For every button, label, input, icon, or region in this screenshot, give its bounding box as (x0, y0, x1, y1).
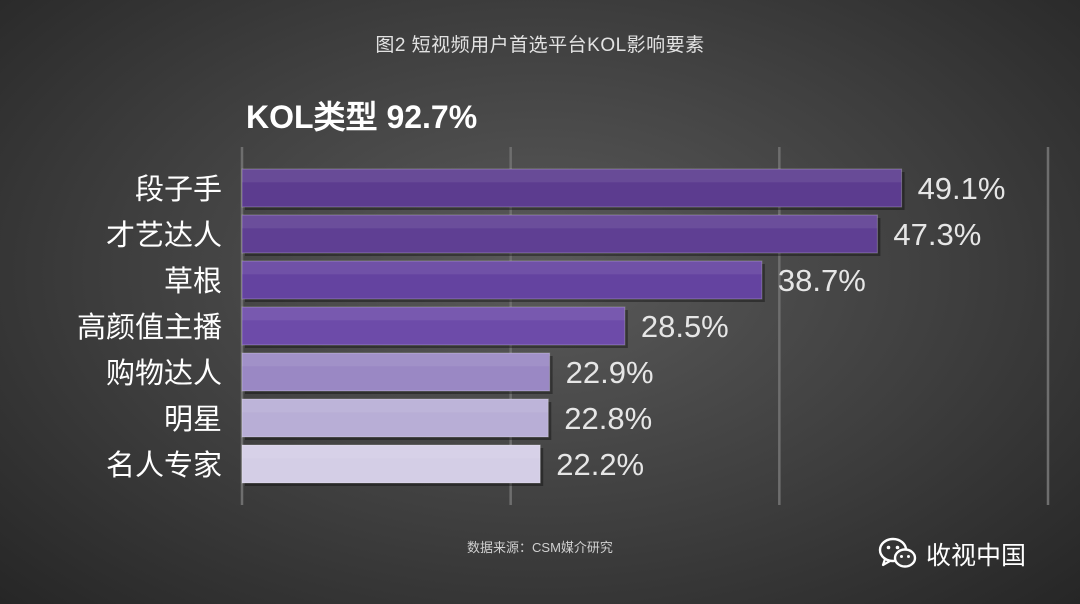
bar-3 (241, 260, 763, 300)
value-label: 22.9% (566, 355, 654, 390)
category-label: 段子手 (135, 172, 222, 206)
value-label: 47.3% (893, 217, 981, 252)
bar-highlight (242, 215, 878, 229)
data-source: 数据来源：CSM媒介研究 (467, 540, 613, 555)
category-label: 购物达人 (106, 356, 222, 390)
bar-1 (241, 168, 903, 208)
bar-highlight (242, 399, 549, 413)
bar-highlight (242, 261, 762, 275)
bar-highlight (242, 353, 550, 367)
brand: 收视中国 (878, 536, 1026, 572)
value-label: 49.1% (918, 171, 1006, 206)
value-label: 38.7% (778, 263, 866, 298)
category-label: 名人专家 (106, 448, 222, 482)
bar-7 (241, 444, 541, 484)
bar-highlight (242, 307, 625, 321)
category-label: 草根 (164, 264, 222, 298)
bar-5 (241, 352, 551, 392)
value-label: 28.5% (641, 309, 729, 344)
category-label: 高颜值主播 (77, 310, 222, 344)
bar-2 (241, 214, 878, 254)
wechat-icon (878, 537, 917, 568)
bar-6 (241, 398, 549, 438)
brand-name: 收视中国 (926, 542, 1027, 570)
value-label: 22.2% (556, 447, 644, 482)
category-label: 才艺达人 (106, 218, 222, 252)
chart-subtitle: KOL类型 92.7% (246, 99, 478, 135)
chart-title: 图2 短视频用户首选平台KOL影响要素 (375, 35, 705, 56)
value-label: 22.8% (564, 401, 652, 436)
bar-4 (241, 306, 626, 346)
bar-highlight (242, 445, 541, 459)
category-label: 明星 (164, 402, 222, 436)
bar-highlight (242, 169, 902, 183)
